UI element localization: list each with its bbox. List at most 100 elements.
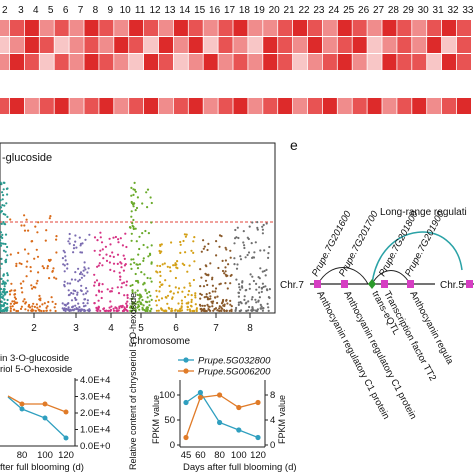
snp-point xyxy=(6,279,9,282)
left-x-tick: 80 xyxy=(17,450,28,461)
fpkm-y-tick: 0 xyxy=(170,440,175,451)
snp-point xyxy=(84,292,88,295)
snp-point xyxy=(157,299,161,302)
snp-point xyxy=(130,309,133,312)
snp-point xyxy=(23,224,26,227)
snp-point xyxy=(146,246,149,249)
snp-point xyxy=(130,201,133,204)
snp-point xyxy=(161,263,164,266)
snp-point xyxy=(187,293,190,296)
snp-point xyxy=(25,218,28,221)
snp-point xyxy=(124,263,127,266)
snp-point xyxy=(133,261,136,264)
snp-point xyxy=(168,266,172,269)
snp-point xyxy=(4,242,7,246)
snp-point xyxy=(251,296,254,299)
snp-point xyxy=(146,188,150,191)
snp-point xyxy=(254,298,257,301)
heatmap-cell xyxy=(367,54,382,70)
snp-point xyxy=(163,262,166,265)
snp-point xyxy=(48,217,51,220)
snp-point xyxy=(184,251,187,254)
heatmap-cell xyxy=(203,20,218,36)
snp-point xyxy=(109,300,112,303)
snp-point xyxy=(131,283,134,287)
snp-point xyxy=(49,215,52,218)
heatmap-cell xyxy=(233,54,248,70)
heatmap-column-number: 4 xyxy=(33,5,39,16)
snp-point xyxy=(158,285,161,288)
snp-point xyxy=(80,309,83,312)
snp-point xyxy=(177,287,181,290)
snp-point xyxy=(74,298,77,301)
snp-point xyxy=(66,302,69,306)
heatmap-cell xyxy=(382,37,397,53)
snp-point xyxy=(84,238,87,241)
snp-point xyxy=(63,283,66,287)
heatmap-column-number: 28 xyxy=(388,5,400,16)
gene-box-3 xyxy=(381,280,388,288)
snp-point xyxy=(166,265,169,268)
snp-point xyxy=(185,302,188,305)
snp-point xyxy=(86,290,89,293)
snp-point xyxy=(144,289,147,292)
heatmap-cell xyxy=(337,98,352,114)
snp-point xyxy=(34,309,38,312)
snp-point xyxy=(103,309,106,312)
heatmap-cell xyxy=(9,37,24,53)
snp-point xyxy=(267,309,270,312)
snp-point xyxy=(246,253,249,257)
snp-point xyxy=(211,284,214,287)
snp-point xyxy=(249,273,252,276)
left-point xyxy=(42,415,48,421)
heatmap-cell xyxy=(0,54,10,70)
snp-point xyxy=(4,223,7,226)
snp-point xyxy=(70,291,73,295)
snp-point xyxy=(36,306,39,309)
snp-point xyxy=(0,210,2,213)
snp-point xyxy=(33,257,36,260)
snp-point xyxy=(10,282,13,285)
snp-point xyxy=(93,302,96,305)
heatmap-cell xyxy=(24,20,39,36)
snp-point xyxy=(42,309,45,313)
snp-point xyxy=(46,305,49,308)
snp-point xyxy=(180,299,183,302)
snp-point xyxy=(251,275,254,278)
snp-point xyxy=(262,223,265,227)
snp-point xyxy=(237,301,240,304)
snp-point xyxy=(155,304,158,307)
snp-point xyxy=(260,286,263,290)
snp-point xyxy=(224,282,227,285)
snp-point xyxy=(63,270,66,273)
snp-point xyxy=(38,305,42,308)
snp-point xyxy=(134,291,137,294)
heatmap-column-number: 33 xyxy=(462,5,474,16)
snp-point xyxy=(18,262,21,265)
left-point xyxy=(63,435,69,441)
heatmap-cell xyxy=(188,54,203,70)
snp-point xyxy=(23,229,27,232)
snp-point xyxy=(6,274,9,277)
heatmap-cell xyxy=(293,54,308,70)
heatmap-cell xyxy=(412,37,427,53)
snp-point xyxy=(9,218,12,221)
snp-point xyxy=(260,290,263,293)
heatmap-cell xyxy=(99,37,114,53)
snp-point xyxy=(134,272,137,276)
snp-point xyxy=(97,264,100,267)
snp-point xyxy=(207,305,210,308)
snp-point xyxy=(15,264,18,268)
snp-point xyxy=(204,309,207,313)
chromosome-tick-label: 7 xyxy=(213,323,219,334)
heatmap-cell xyxy=(397,20,412,36)
snp-point xyxy=(132,258,135,261)
snp-point xyxy=(2,294,5,297)
snp-point xyxy=(50,296,53,299)
snp-point xyxy=(129,305,132,308)
heatmap-cell xyxy=(84,98,99,114)
heatmap-column-number: 29 xyxy=(403,5,415,16)
snp-point xyxy=(95,294,98,297)
snp-point xyxy=(53,276,56,279)
snp-point xyxy=(172,264,175,267)
